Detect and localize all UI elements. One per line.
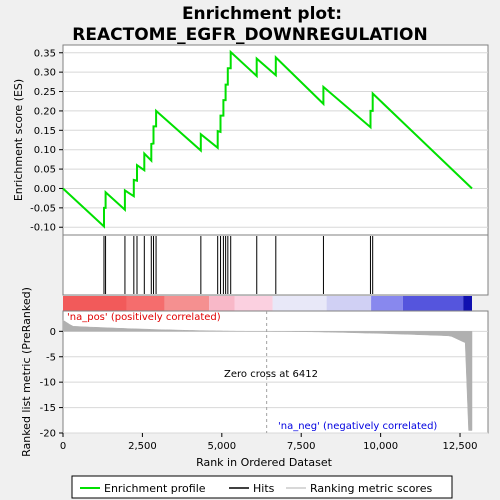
color-bar-segment — [463, 296, 472, 311]
metric-y-tick-label: -10 — [40, 378, 56, 389]
es-y-tick-label: 0.30 — [34, 68, 56, 79]
na-pos-label: 'na_pos' (positively correlated) — [67, 312, 221, 323]
color-bar-segment — [127, 296, 165, 311]
metric-y-tick-label: 0 — [50, 327, 56, 338]
ranking-color-bar — [63, 296, 472, 311]
x-axis-ticks: 0 2,500 5,000 7,500 10,000 12,500 — [60, 433, 478, 452]
es-y-tick-label: 0.35 — [34, 48, 56, 59]
x-tick-label: 0 — [60, 441, 66, 452]
metric-y-axis-label: Ranked list metric (PreRanked) — [20, 287, 33, 457]
zero-cross-annotation: Zero cross at 6412 — [224, 369, 318, 380]
color-bar-segment — [273, 296, 327, 311]
x-axis-label: Rank in Ordered Dataset — [196, 456, 333, 469]
es-y-tick-label: -0.05 — [30, 203, 56, 214]
color-bar-segment — [209, 296, 234, 311]
x-tick-label: 10,000 — [363, 441, 398, 452]
legend-label-metric: Ranking metric scores — [310, 482, 432, 495]
x-tick-label: 2,500 — [128, 441, 157, 452]
legend: Enrichment profile Hits Ranking metric s… — [72, 476, 452, 498]
metric-y-tick-label: -15 — [40, 403, 56, 414]
es-y-ticks: -0.10 -0.05 0.00 0.05 0.10 0.15 0.20 0.25 0.30 0.… — [30, 48, 63, 233]
color-bar-segment — [235, 296, 273, 311]
x-tick-label: 7,500 — [287, 441, 316, 452]
es-y-tick-label: 0.05 — [34, 165, 56, 176]
es-y-tick-label: 0.00 — [34, 184, 56, 195]
color-bar-segment — [165, 296, 209, 311]
color-bar-segment — [371, 296, 403, 311]
color-bar-segment — [63, 296, 127, 311]
metric-y-ticks: 0 -5 -10 -15 -20 — [40, 327, 63, 440]
na-neg-label: 'na_neg' (negatively correlated) — [278, 421, 437, 432]
legend-label-enrichment: Enrichment profile — [104, 482, 206, 495]
metric-y-tick-label: -20 — [40, 429, 56, 440]
chart-title-line1: Enrichment plot: — [182, 4, 342, 24]
color-bar-segment — [327, 296, 371, 311]
es-y-tick-label: -0.10 — [30, 223, 56, 234]
es-y-tick-label: 0.10 — [34, 145, 56, 156]
x-tick-label: 12,500 — [443, 441, 478, 452]
color-bar-segment — [403, 296, 463, 311]
legend-label-hits: Hits — [253, 482, 275, 495]
x-tick-label: 5,000 — [207, 441, 236, 452]
es-y-tick-label: 0.15 — [34, 126, 56, 137]
metric-y-tick-label: -5 — [46, 352, 56, 363]
es-y-tick-label: 0.25 — [34, 87, 56, 98]
es-y-axis-label: Enrichment score (ES) — [12, 79, 25, 201]
chart-title-line2: REACTOME_EGFR_DOWNREGULATION — [72, 25, 427, 45]
es-y-tick-label: 0.20 — [34, 106, 56, 117]
